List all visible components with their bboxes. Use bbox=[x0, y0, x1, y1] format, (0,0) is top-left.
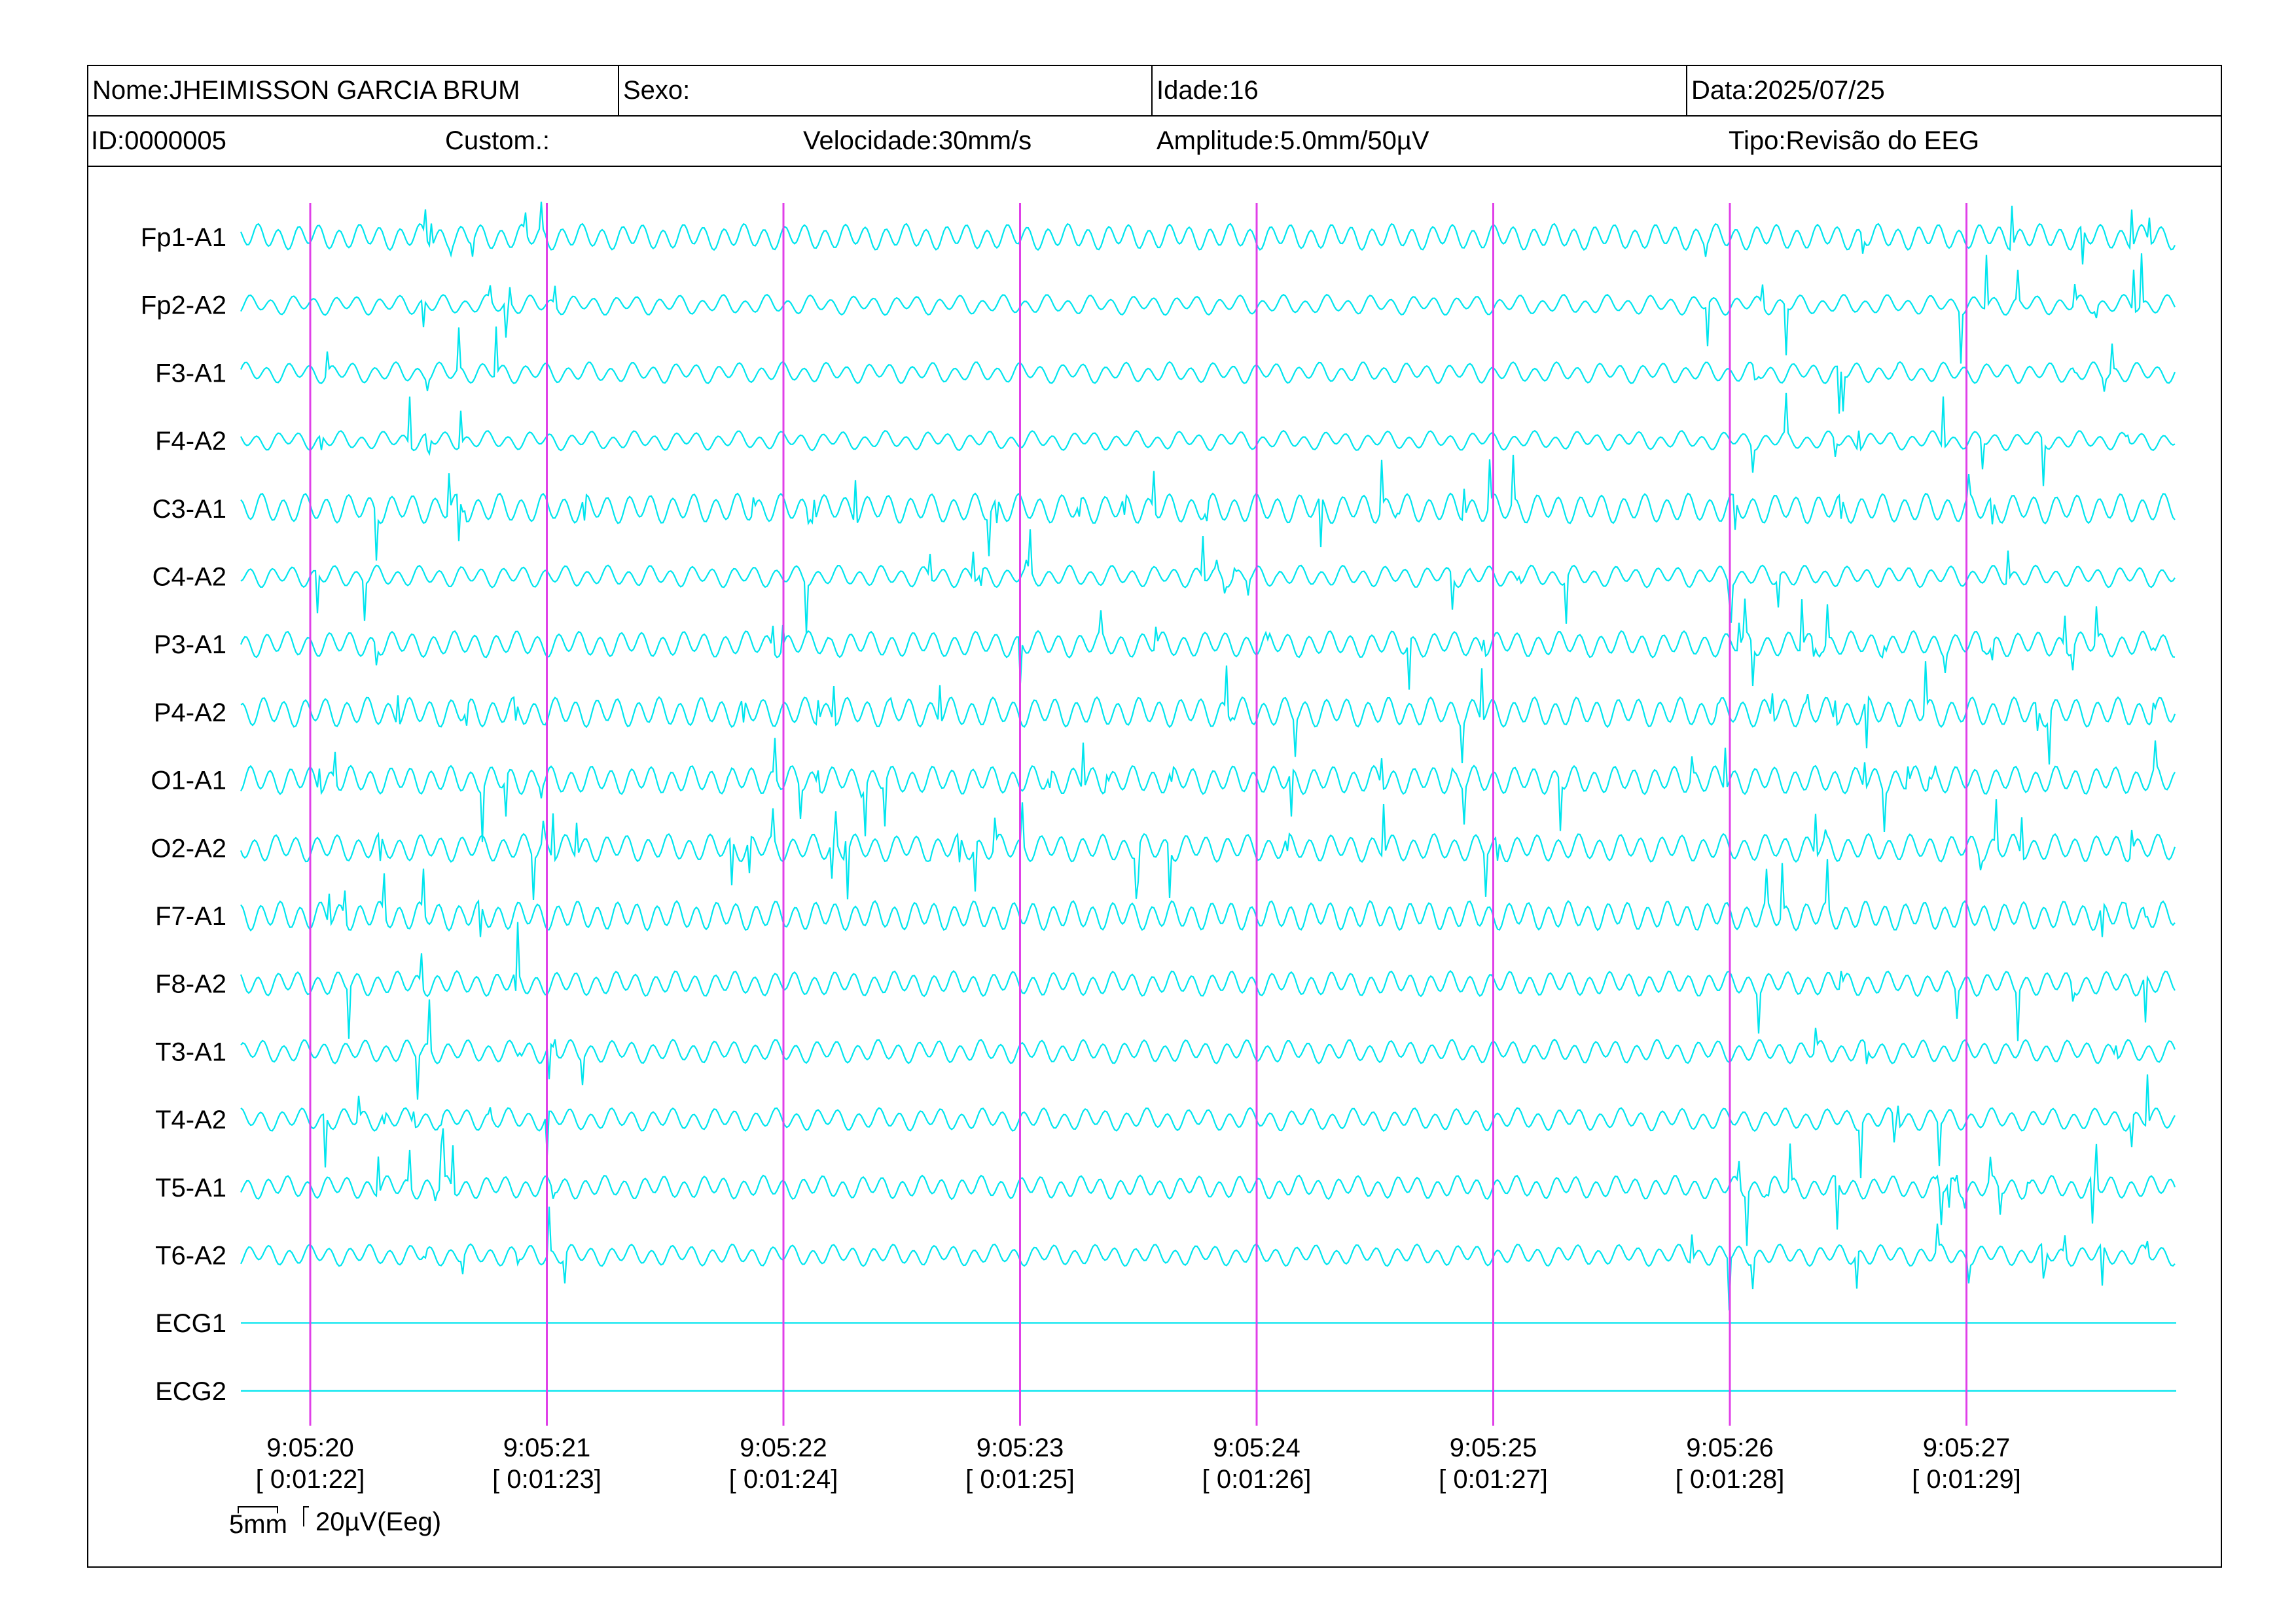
patient-name: Nome:JHEIMISSON GARCIA BRUM bbox=[88, 66, 619, 115]
exam-date: Data:2025/07/25 bbox=[1691, 76, 1885, 105]
time-marker-elapsed: [ 0:01:22] bbox=[256, 1465, 365, 1494]
trace-o1-a1 bbox=[240, 738, 2176, 842]
trace-t4-a2 bbox=[240, 1074, 2176, 1178]
time-marker-clock: 9:05:26 bbox=[1686, 1434, 1773, 1462]
trace-fp2-a2 bbox=[240, 253, 2176, 364]
time-marker-elapsed: [ 0:01:26] bbox=[1202, 1465, 1312, 1494]
trace-f7-a1 bbox=[240, 859, 2176, 937]
channel-label-fp2-a2: Fp2-A2 bbox=[141, 291, 226, 320]
speed-field: Velocidade:30mm/s bbox=[803, 126, 1032, 155]
exam-id: ID:0000005 bbox=[91, 126, 226, 155]
channel-label-o2-a2: O2-A2 bbox=[151, 834, 226, 863]
time-scale-bar bbox=[238, 1506, 278, 1513]
channel-label-f3-a1: F3-A1 bbox=[155, 359, 226, 388]
time-marker-clock: 9:05:21 bbox=[503, 1434, 590, 1462]
channel-label-t6-a2: T6-A2 bbox=[155, 1242, 226, 1271]
amplitude-scale-bar bbox=[303, 1506, 309, 1526]
channel-label-f7-a1: F7-A1 bbox=[155, 902, 226, 931]
time-marker-clock: 9:05:24 bbox=[1213, 1434, 1300, 1462]
time-marker-elapsed: [ 0:01:23] bbox=[492, 1465, 601, 1494]
time-scale-label: 5mm bbox=[229, 1510, 287, 1539]
report-frame: Nome:JHEIMISSON GARCIA BRUM Sexo: Idade:… bbox=[87, 65, 2222, 1568]
trace-f3-a1 bbox=[240, 326, 2176, 414]
time-marker-clock: 9:05:20 bbox=[266, 1434, 353, 1462]
review-type: Tipo:Revisão do EEG bbox=[1729, 126, 1980, 155]
channel-label-fp1-a1: Fp1-A1 bbox=[141, 223, 226, 252]
trace-t6-a2 bbox=[240, 1206, 2176, 1310]
channel-label-c4-a2: C4-A2 bbox=[152, 563, 226, 592]
time-marker-clock: 9:05:22 bbox=[740, 1434, 827, 1462]
channel-label-c3-a1: C3-A1 bbox=[152, 495, 226, 524]
channel-label-p3-a1: P3-A1 bbox=[154, 630, 226, 659]
channel-label-f8-a2: F8-A2 bbox=[155, 970, 226, 999]
trace-c4-a2 bbox=[240, 529, 2176, 634]
patient-info-row: Nome:JHEIMISSON GARCIA BRUM Sexo: Idade:… bbox=[88, 66, 2221, 117]
patient-age: Idade:16 bbox=[1153, 66, 1687, 115]
time-marker-elapsed: [ 0:01:27] bbox=[1439, 1465, 1548, 1494]
time-marker-elapsed: [ 0:01:29] bbox=[1912, 1465, 2021, 1494]
time-marker-clock: 9:05:23 bbox=[977, 1434, 1064, 1462]
time-marker-elapsed: [ 0:01:24] bbox=[729, 1465, 838, 1494]
trace-t3-a1 bbox=[240, 999, 2176, 1100]
patient-sex: Sexo: bbox=[619, 66, 1153, 115]
channel-label-t5-a1: T5-A1 bbox=[155, 1174, 226, 1202]
trace-c3-a1 bbox=[240, 454, 2176, 561]
time-marker-clock: 9:05:27 bbox=[1923, 1434, 2010, 1462]
channel-label-ecg2: ECG2 bbox=[155, 1377, 226, 1406]
trace-o2-a2 bbox=[240, 799, 2176, 900]
exam-info-row: ID:0000005 Custom.: Velocidade:30mm/s Am… bbox=[88, 117, 2221, 167]
amplitude-field: Amplitude:5.0mm/50µV bbox=[1157, 126, 1429, 155]
time-marker-clock: 9:05:25 bbox=[1450, 1434, 1537, 1462]
channel-label-f4-a2: F4-A2 bbox=[155, 427, 226, 456]
amplitude-scale-label: 20µV(Eeg) bbox=[315, 1507, 442, 1536]
time-marker-elapsed: [ 0:01:25] bbox=[965, 1465, 1075, 1494]
time-marker-elapsed: [ 0:01:28] bbox=[1676, 1465, 1785, 1494]
channel-label-t4-a2: T4-A2 bbox=[155, 1106, 226, 1134]
channel-label-p4-a2: P4-A2 bbox=[154, 698, 226, 727]
trace-f8-a2 bbox=[240, 922, 2176, 1041]
channel-label-t3-a1: T3-A1 bbox=[155, 1038, 226, 1066]
trace-t5-a1 bbox=[240, 1128, 2176, 1246]
trace-fp1-a1 bbox=[240, 202, 2176, 265]
trace-p4-a2 bbox=[240, 661, 2176, 765]
trace-f4-a2 bbox=[240, 393, 2176, 486]
custom-field: Custom.: bbox=[445, 126, 550, 155]
channel-label-o1-a1: O1-A1 bbox=[151, 767, 226, 795]
trace-p3-a1 bbox=[240, 598, 2176, 690]
channel-label-ecg1: ECG1 bbox=[155, 1309, 226, 1338]
